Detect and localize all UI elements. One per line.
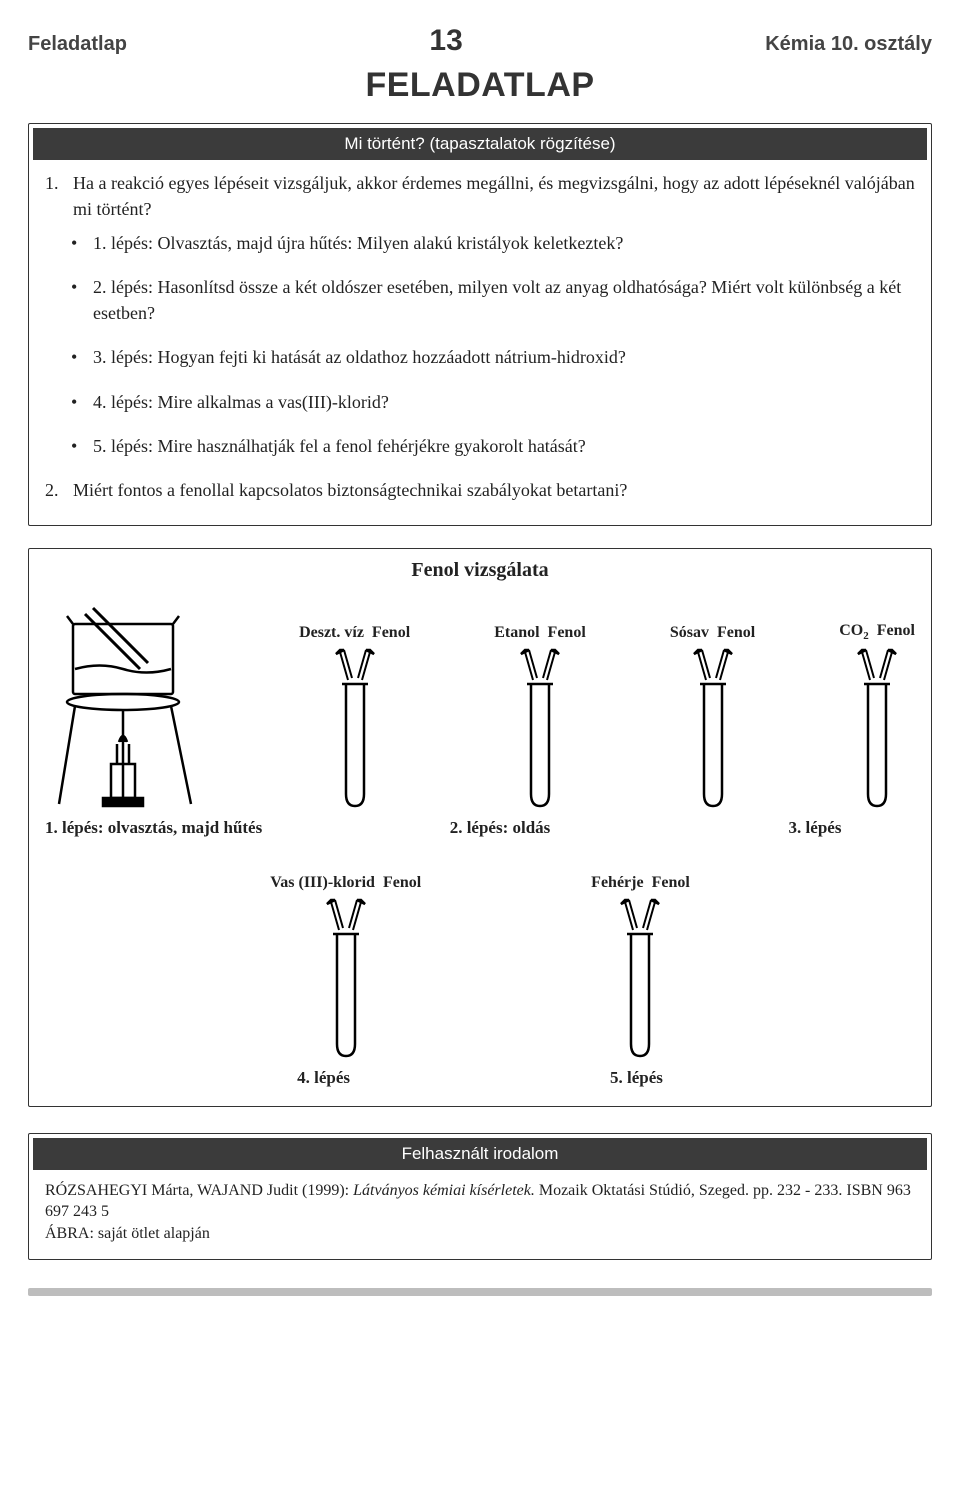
questions-panel: Mi történt? (tapasztalatok rögzítése) 1.… [28,123,932,526]
tube-group: Deszt. víz Fenol [299,624,410,814]
reference-line-1: RÓZSAHEGYI Márta, WAJAND Judit (1999): L… [45,1180,915,1223]
page-header: Feladatlap 13 Kémia 10. osztály [28,24,932,58]
step-text: 4. lépés: Mire alkalmas a vas(III)-klori… [93,389,389,415]
reagent-label: Fenol [717,624,755,642]
step-label: 5. lépés [610,1068,663,1088]
reagent-label: Deszt. víz [299,624,364,642]
question-2-text: Miért fontos a fenollal kapcsolatos bizt… [73,477,627,503]
reagent-label: Fehérje [591,874,643,892]
test-tube-icon [320,644,390,814]
tube-group: Fehérje Fenol [591,874,690,1064]
step-text: 5. lépés: Mire használhatják fel a fenol… [93,433,586,459]
reagent-label: Etanol [494,624,539,642]
step-label: 3. lépés [715,818,915,838]
question-2-number: 2. [45,477,73,503]
main-title: FELADATLAP [28,66,932,105]
reagent-label: Sósav [670,624,709,642]
test-tube-icon [678,644,748,814]
reagent-label: Fenol [372,624,410,642]
reagent-label: CO2 [839,622,869,642]
diagram-title: Fenol vizsgálata [39,559,921,582]
header-page-number: 13 [429,24,462,58]
references-panel-title: Felhasznált irodalom [33,1138,927,1170]
question-2: 2. Miért fontos a fenollal kapcsolatos b… [45,477,915,503]
reagent-label: Fenol [877,622,915,642]
test-tube-icon [505,644,575,814]
questions-panel-title: Mi történt? (tapasztalatok rögzítése) [33,128,927,160]
tube-group: Vas (III)-klorid Fenol [270,874,421,1064]
heating-stand-icon [45,594,215,814]
tube-group: Sósav Fenol [670,624,755,814]
test-tube-icon [842,644,912,814]
step-text: 1. lépés: Olvasztás, majd újra hűtés: Mi… [93,230,623,256]
step-item: •5. lépés: Mire használhatják fel a feno… [71,433,915,459]
reagent-label: Fenol [652,874,690,892]
step-item: •3. lépés: Hogyan fejti ki hatását az ol… [71,344,915,370]
step-text: 2. lépés: Hasonlítsd össze a két oldósze… [93,274,915,326]
step-text: 3. lépés: Hogyan fejti ki hatását az old… [93,344,626,370]
test-tube-icon [605,894,675,1064]
question-1: 1. Ha a reakció egyes lépéseit vizsgálju… [45,170,915,222]
step-label: 4. lépés [297,1068,350,1088]
diagram-panel: Fenol vizsgálata [28,548,932,1107]
references-panel: Felhasznált irodalom RÓZSAHEGYI Márta, W… [28,1133,932,1260]
question-1-number: 1. [45,170,73,222]
reagent-label: Vas (III)-klorid [270,874,375,892]
header-right: Kémia 10. osztály [765,33,932,56]
question-1-text: Ha a reakció egyes lépéseit vizsgáljuk, … [73,170,915,222]
step-label: 2. lépés: oldás [400,818,600,838]
step-item: •1. lépés: Olvasztás, majd újra hűtés: M… [71,230,915,256]
step-item: •4. lépés: Mire alkalmas a vas(III)-klor… [71,389,915,415]
reagent-label: Fenol [548,624,586,642]
step-label: 1. lépés: olvasztás, majd hűtés [45,818,285,838]
reference-line-2: ÁBRA: saját ötlet alapján [45,1223,915,1245]
tube-group: Etanol Fenol [494,624,586,814]
step-item: •2. lépés: Hasonlítsd össze a két oldósz… [71,274,915,326]
footer-divider [28,1288,932,1296]
reagent-label: Fenol [383,874,421,892]
header-left: Feladatlap [28,33,127,56]
question-1-steps: •1. lépés: Olvasztás, majd újra hűtés: M… [45,230,915,459]
test-tube-icon [311,894,381,1064]
tube-group: CO2 Fenol [839,622,915,814]
